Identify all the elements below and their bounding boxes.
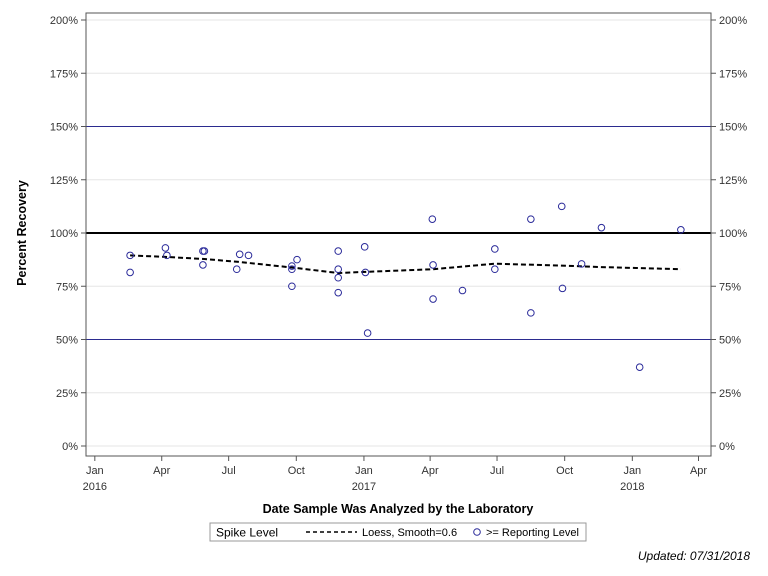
data-point — [527, 215, 535, 223]
data-point — [334, 288, 343, 297]
data-point — [363, 329, 372, 337]
y-tick-label-right: 50% — [719, 335, 741, 347]
data-point — [558, 284, 567, 293]
y-tick-label-left: 25% — [56, 388, 78, 400]
data-point — [677, 226, 685, 234]
data-point — [163, 251, 171, 260]
y-tick-label-right: 200% — [719, 15, 747, 27]
y-tick-label-right: 150% — [719, 122, 747, 134]
x-tick-label: Jul — [222, 465, 236, 477]
data-point — [235, 250, 244, 259]
plot-frame — [85, 12, 712, 457]
x-tick-label: Oct — [556, 465, 573, 477]
data-point — [557, 202, 566, 211]
data-point — [635, 363, 644, 371]
data-point — [334, 247, 343, 255]
data-point — [527, 309, 535, 317]
y-tick-label-right: 75% — [719, 281, 741, 293]
x-axis: Jan 2016 Apr Jul Oct Jan 2017 Apr Jul Oct Jan 2018 A… — [83, 456, 707, 493]
data-point — [360, 243, 369, 251]
legend-title: Spike Level — [216, 526, 278, 540]
loess-layer — [130, 254, 681, 275]
x-tick-year-label: 2017 — [352, 481, 376, 493]
y-tick-label-left: 75% — [56, 281, 78, 293]
y-tick-label-right: 25% — [719, 388, 741, 400]
data-point — [126, 268, 134, 277]
y-axis-right: 0% 25% 50% 75% 100% 125% 150% 175% 200% — [711, 15, 747, 453]
data-point — [429, 261, 437, 269]
updated-footnote: Updated: 07/31/2018 — [638, 549, 750, 563]
legend-loess-label: Loess, Smooth=0.6 — [362, 527, 457, 539]
data-point — [334, 273, 343, 282]
data-point — [200, 247, 209, 255]
data-point — [458, 286, 467, 295]
x-tick-label: Jan — [623, 465, 641, 477]
data-point — [161, 244, 170, 252]
y-tick-label-left: 175% — [50, 68, 78, 80]
data-point — [288, 282, 296, 291]
data-point — [334, 265, 343, 274]
data-point — [491, 265, 499, 274]
y-tick-label-right: 100% — [719, 228, 747, 240]
legend-point-label: >= Reporting Level — [486, 527, 579, 539]
data-point — [244, 251, 253, 260]
y-tick-label-left: 125% — [50, 175, 78, 187]
y-axis-left: 0% 25% 50% 75% 100% 125% 150% 175% 200% — [50, 15, 86, 453]
data-point — [232, 265, 241, 274]
y-tick-label-left: 0% — [62, 441, 78, 453]
x-tick-year-label: 2018 — [620, 481, 644, 493]
y-tick-label-left: 50% — [56, 335, 78, 347]
y-tick-label-left: 150% — [50, 122, 78, 134]
y-tick-label-left: 100% — [50, 228, 78, 240]
y-tick-label-right: 0% — [719, 441, 735, 453]
y-tick-label-right: 175% — [719, 68, 747, 80]
data-point — [577, 260, 586, 268]
x-tick-label: Oct — [288, 465, 305, 477]
data-point — [491, 245, 499, 253]
legend-box — [209, 522, 587, 542]
x-tick-label: Jul — [490, 465, 504, 477]
y-axis-title: Percent Recovery — [15, 180, 29, 286]
x-tick-label: Jan — [86, 465, 104, 477]
data-point — [361, 268, 370, 277]
data-point — [429, 295, 437, 303]
data-point — [293, 255, 301, 264]
x-axis-title: Date Sample Was Analyzed by the Laborato… — [263, 502, 534, 516]
y-tick-label-left: 200% — [50, 15, 78, 27]
legend: Spike Level Loess, Smooth=0.6 >= Reporti… — [209, 522, 587, 542]
y-tick-label-right: 125% — [719, 175, 747, 187]
x-tick-label: Apr — [153, 465, 170, 477]
data-point — [126, 251, 134, 260]
reference-lines — [86, 126, 711, 340]
data-point — [428, 215, 437, 223]
x-tick-label: Apr — [422, 465, 439, 477]
data-point — [288, 265, 296, 274]
loess-line — [130, 254, 681, 275]
x-tick-label: Jan — [355, 465, 373, 477]
data-point — [288, 262, 296, 270]
points-layer — [126, 202, 685, 371]
legend-point-swatch — [473, 528, 481, 536]
x-tick-year-label: 2016 — [83, 481, 107, 493]
x-tick-label: Apr — [690, 465, 707, 477]
data-point — [597, 223, 606, 232]
data-point — [199, 261, 207, 269]
